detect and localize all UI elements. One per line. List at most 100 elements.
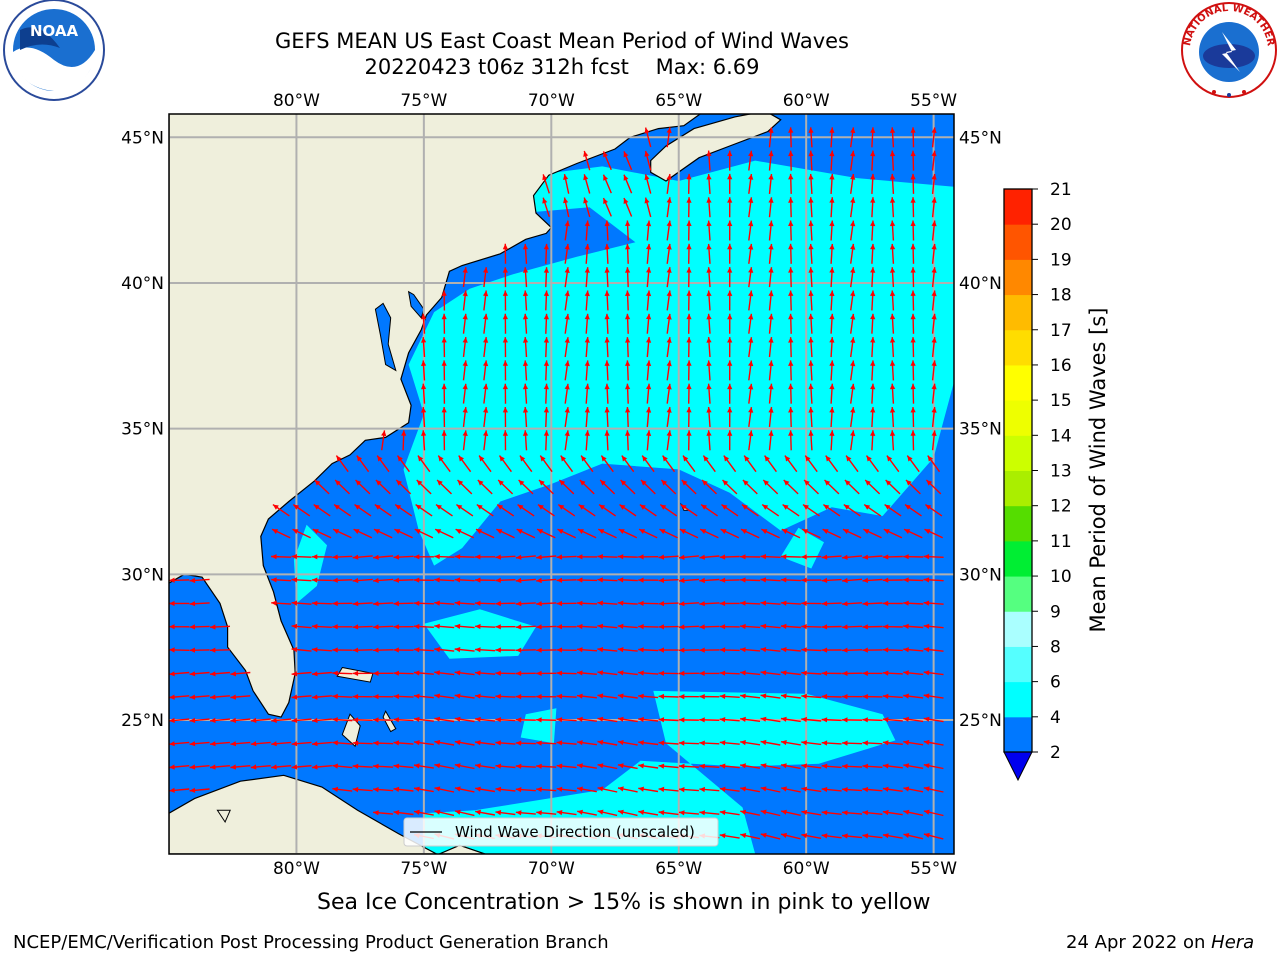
arrow-head — [931, 267, 937, 273]
arrow-head — [638, 554, 644, 560]
wind-wave-arrow — [623, 151, 633, 171]
island — [341, 713, 361, 748]
arrow-head — [536, 670, 542, 676]
arrow-head — [414, 786, 420, 792]
wind-wave-arrow — [413, 716, 434, 722]
wind-wave-arrow — [483, 313, 489, 334]
arrow-head — [889, 220, 896, 227]
colorbar-tick-label: 17 — [1050, 321, 1072, 341]
wind-wave-arrow — [870, 127, 876, 148]
wind-wave-arrow — [542, 174, 550, 194]
wind-wave-arrow — [870, 220, 876, 241]
arrow-head — [537, 529, 544, 534]
arrow-head — [925, 504, 932, 510]
arrow-head — [332, 647, 338, 653]
arrow-head — [801, 693, 807, 699]
arrow-head — [931, 360, 937, 367]
arrow-head — [623, 174, 629, 181]
wind-wave-arrow — [374, 504, 392, 517]
arrow-head — [518, 480, 525, 486]
arrow-head — [870, 383, 876, 390]
wind-wave-arrow — [821, 763, 842, 769]
wind-wave-arrow — [923, 600, 944, 606]
wind-wave-arrow — [686, 383, 692, 404]
arrow-head — [870, 430, 876, 436]
arrow-head — [597, 763, 604, 769]
wind-wave-arrow — [332, 763, 353, 769]
arrow-head — [727, 383, 733, 390]
wind-wave-arrow — [495, 600, 516, 607]
wind-wave-arrow — [598, 528, 617, 539]
wind-wave-arrow — [421, 360, 427, 381]
wind-wave-arrow — [413, 693, 434, 699]
arrow-head — [454, 623, 461, 629]
arrow-head — [686, 337, 692, 343]
arrow-head — [781, 786, 787, 792]
wind-wave-arrow — [842, 554, 863, 560]
wind-wave-arrow — [706, 337, 712, 358]
wind-wave-arrow — [230, 671, 251, 677]
arrow-head — [666, 360, 672, 367]
arrow-head — [564, 267, 570, 273]
wind-wave-arrow — [556, 740, 577, 746]
wind-wave-arrow — [719, 670, 740, 676]
arrow-head — [862, 786, 869, 793]
arrow-head — [889, 173, 896, 180]
arrow-head — [686, 383, 692, 390]
arrow-head — [889, 290, 896, 296]
arrow-head — [923, 832, 930, 838]
arrow-head — [850, 197, 856, 203]
arrow-head — [889, 337, 896, 343]
wind-wave-arrow — [666, 360, 672, 381]
arrow-head — [808, 220, 814, 227]
wind-wave-arrow — [784, 455, 798, 473]
arrow-head — [865, 480, 871, 486]
arrow-head — [842, 670, 848, 676]
wind-wave-arrow — [421, 383, 427, 404]
wind-wave-arrow — [393, 786, 414, 792]
wind-wave-arrow — [760, 763, 781, 770]
wind-wave-arrow — [454, 716, 475, 723]
wind-wave-arrow — [625, 313, 631, 334]
wind-wave-arrow — [515, 717, 536, 723]
wind-wave-arrow — [625, 243, 631, 264]
arrow-head — [727, 173, 733, 180]
arrow-head — [577, 670, 583, 676]
colorbar-segment — [1004, 611, 1032, 647]
arrow-head — [781, 529, 788, 534]
arrow-head — [584, 313, 590, 320]
wind-wave-arrow — [496, 528, 515, 539]
arrow-head — [396, 480, 402, 486]
wind-wave-arrow — [623, 197, 633, 217]
arrow-head — [638, 670, 644, 676]
arrow-head — [169, 694, 175, 700]
wind-wave-arrow — [189, 624, 210, 630]
wind-wave-arrow — [788, 337, 794, 358]
arrow-head — [597, 716, 604, 722]
arrow-head — [882, 647, 889, 653]
wind-wave-arrow — [556, 763, 577, 769]
arrow-head — [658, 693, 664, 700]
wind-wave-arrow — [522, 313, 529, 334]
arrow-head — [903, 623, 909, 629]
arrow-head — [870, 407, 876, 413]
arrow-head — [475, 740, 481, 746]
wind-wave-arrow — [719, 554, 740, 560]
arrow-head — [659, 529, 666, 534]
wind-wave-arrow — [780, 600, 801, 606]
wind-wave-arrow — [931, 337, 937, 358]
wind-wave-arrow — [658, 577, 679, 583]
arrow-head — [556, 647, 563, 653]
arrow-head — [454, 554, 461, 560]
arrow-head — [597, 600, 603, 606]
wind-wave-arrow — [597, 716, 618, 723]
arrow-head — [870, 243, 876, 250]
arrow-head — [882, 740, 889, 746]
arrow-head — [850, 313, 856, 320]
arrow-head — [583, 174, 589, 181]
arrow-head — [352, 624, 359, 630]
arrow-head — [910, 150, 916, 157]
wind-wave-arrow — [604, 290, 610, 311]
arrow-head — [850, 337, 856, 343]
wind-wave-arrow — [740, 623, 761, 630]
